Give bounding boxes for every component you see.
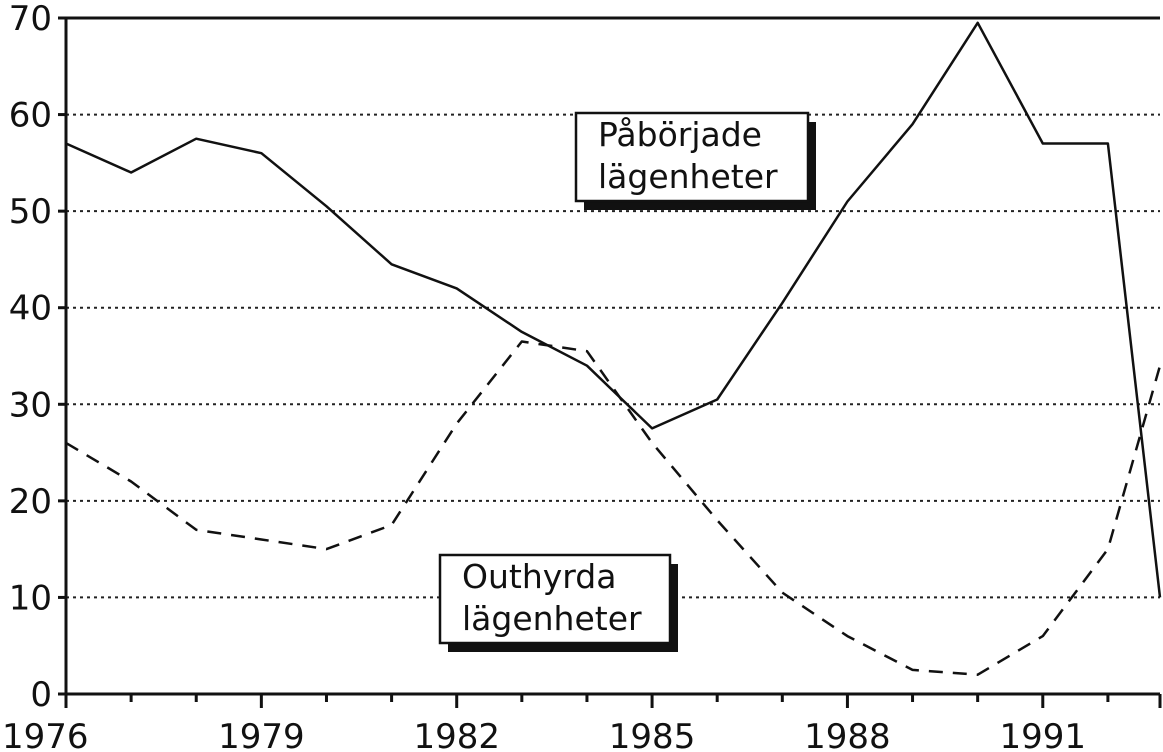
axes (58, 16, 1162, 708)
y-tick-label-10: 10 (9, 578, 52, 618)
x-tick-label-1982: 1982 (413, 717, 500, 752)
tick-labels: 0 10 20 30 40 50 60 70 1976 1979 1982 1985 1988 1991 (2, 0, 1086, 752)
y-tick-label-70: 70 (9, 0, 52, 39)
annotation-paborjade-line2: lägenheter (598, 157, 778, 196)
y-tick-label-40: 40 (9, 289, 52, 329)
y-tick-label-30: 30 (9, 385, 52, 425)
x-tick-label-1976: 1976 (2, 717, 89, 752)
y-tick-label-50: 50 (9, 192, 52, 232)
x-tick-label-1985: 1985 (609, 717, 696, 752)
x-tick-label-1979: 1979 (218, 717, 305, 752)
annotation-outhyrda-line1: Outhyrda (462, 557, 616, 596)
y-tick-label-60: 60 (9, 96, 52, 136)
paborjade-series-line (65, 21, 1162, 598)
x-tick-label-1991: 1991 (1000, 717, 1087, 752)
y-tick-label-20: 20 (9, 482, 52, 522)
series-lines (65, 21, 1162, 676)
annotation-outhyrda: Outhyrda lägenheter (438, 553, 678, 652)
annotation-outhyrda-line2: lägenheter (462, 599, 642, 638)
outhyrda-series-line (65, 340, 1162, 676)
annotation-paborjade-line1: Påbörjade (598, 115, 762, 154)
annotation-paborjade: Påbörjade lägenheter (574, 111, 816, 210)
y-tick-label-0: 0 (30, 675, 52, 715)
x-tick-label-1988: 1988 (804, 717, 891, 752)
